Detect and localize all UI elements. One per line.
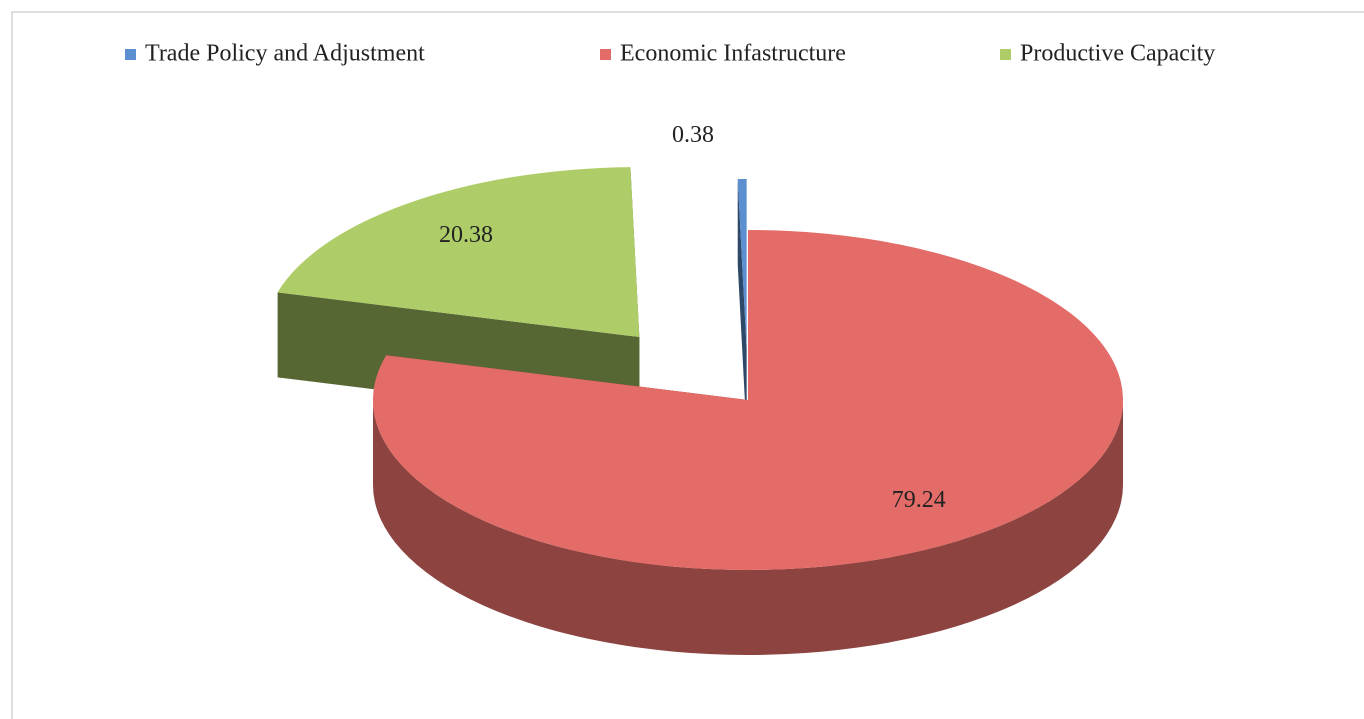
legend: Trade Policy and Adjustment Economic Infa… <box>125 41 1215 67</box>
legend-swatch <box>1000 49 1011 60</box>
legend-swatch <box>600 49 611 60</box>
slice <box>737 179 747 350</box>
legend-label: Productive Capacity <box>1020 41 1215 67</box>
data-label: 0.38 <box>672 122 714 148</box>
slice <box>372 230 1123 570</box>
legend-label: Economic Infastructure <box>620 41 846 67</box>
legend-swatch <box>125 49 136 60</box>
slice-wall <box>737 179 747 435</box>
data-label: 20.38 <box>439 222 493 248</box>
pie <box>277 167 1123 655</box>
legend-label: Trade Policy and Adjustment <box>145 41 425 67</box>
data-label: 79.24 <box>892 487 946 513</box>
chart-frame <box>11 11 1364 719</box>
slice <box>277 167 640 338</box>
slice-side <box>373 400 1123 655</box>
